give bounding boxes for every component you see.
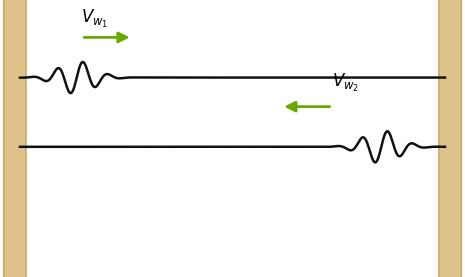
Text: $V_{w_2}$: $V_{w_2}$	[332, 72, 359, 94]
Text: $V_{w_1}$: $V_{w_1}$	[81, 8, 109, 30]
FancyBboxPatch shape	[4, 0, 26, 277]
FancyBboxPatch shape	[439, 0, 461, 277]
